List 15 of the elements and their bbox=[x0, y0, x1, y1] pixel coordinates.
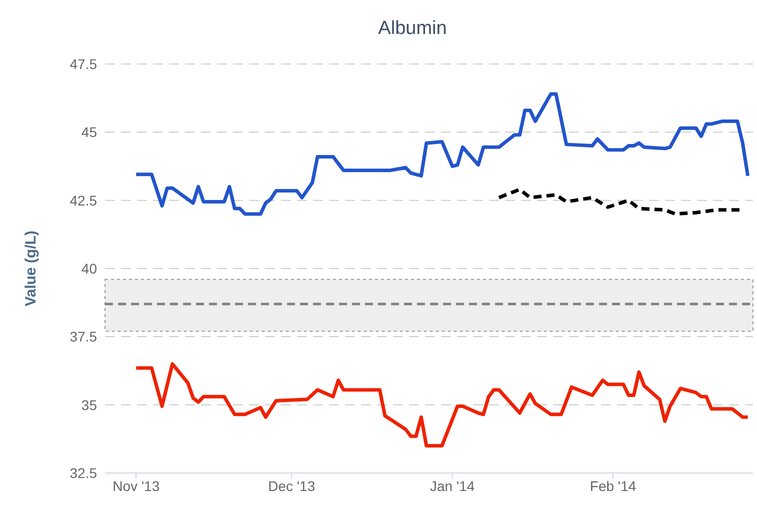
x-tick-label: Feb '14 bbox=[590, 478, 636, 494]
x-tick-label: Jan '14 bbox=[430, 478, 475, 494]
y-tick-label: 42.5 bbox=[70, 192, 98, 208]
line-series bbox=[134, 92, 750, 216]
x-tick-label: Dec '13 bbox=[268, 478, 316, 494]
y-tick-label: 32.5 bbox=[70, 464, 98, 481]
line-series bbox=[134, 362, 750, 448]
y-tick-label: 45 bbox=[81, 124, 98, 140]
y-tick-label: 40 bbox=[81, 260, 98, 276]
y-tick-label: 35 bbox=[81, 396, 98, 413]
chart-title: Albumin bbox=[377, 18, 448, 39]
y-tick-label: 37.5 bbox=[70, 328, 98, 345]
y-tick-label: 47.5 bbox=[70, 56, 98, 72]
x-tick-label: Nov '13 bbox=[112, 478, 160, 494]
y-axis-title: Value (g/L) bbox=[22, 230, 40, 306]
